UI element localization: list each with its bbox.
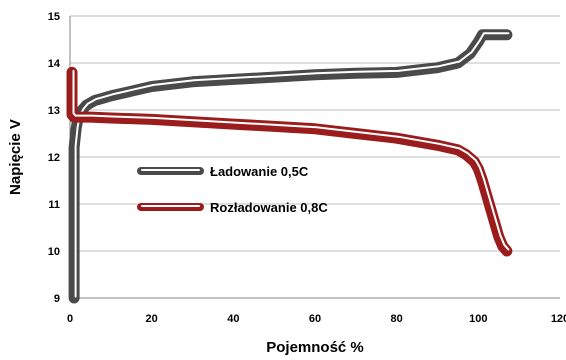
y-tick-label: 12 bbox=[48, 152, 60, 164]
x-tick-label: 20 bbox=[146, 313, 158, 325]
series-line-1 bbox=[68, 29, 513, 304]
series-line-highlight bbox=[74, 32, 510, 298]
y-tick-label: 10 bbox=[48, 246, 60, 258]
y-tick-label: 13 bbox=[48, 105, 60, 117]
x-axis-title: Pojemność % bbox=[266, 339, 364, 356]
series-line-highlight bbox=[72, 69, 510, 251]
x-tick-label: 80 bbox=[391, 313, 403, 325]
x-tick-label: 60 bbox=[309, 313, 321, 325]
series-lines bbox=[66, 29, 513, 304]
series-line-body bbox=[66, 66, 513, 257]
x-tick-label: 100 bbox=[469, 313, 487, 325]
legend-item-1: Ładowanie 0,5C bbox=[137, 164, 309, 179]
y-axis-title: Napięcie V bbox=[7, 119, 24, 195]
x-tick-label: 120 bbox=[551, 313, 566, 325]
x-tick-label: 40 bbox=[227, 313, 239, 325]
legend-item-2: Rozładowanie 0,8C bbox=[137, 200, 328, 215]
tick-labels: 9 10 11 12 13 14 15 0 20 40 60 80 100 120 bbox=[48, 11, 566, 325]
y-tick-label: 15 bbox=[48, 11, 60, 23]
legend-label: Ładowanie 0,5C bbox=[210, 164, 309, 179]
series-line-2 bbox=[66, 66, 513, 257]
y-tick-label: 11 bbox=[48, 199, 60, 211]
legend-label: Rozładowanie 0,8C bbox=[210, 200, 328, 215]
x-tick-label: 0 bbox=[67, 313, 73, 325]
y-tick-label: 14 bbox=[48, 58, 61, 70]
legend: Ładowanie 0,5C Rozładowanie 0,8C bbox=[137, 164, 328, 215]
y-tick-label: 9 bbox=[54, 293, 60, 305]
